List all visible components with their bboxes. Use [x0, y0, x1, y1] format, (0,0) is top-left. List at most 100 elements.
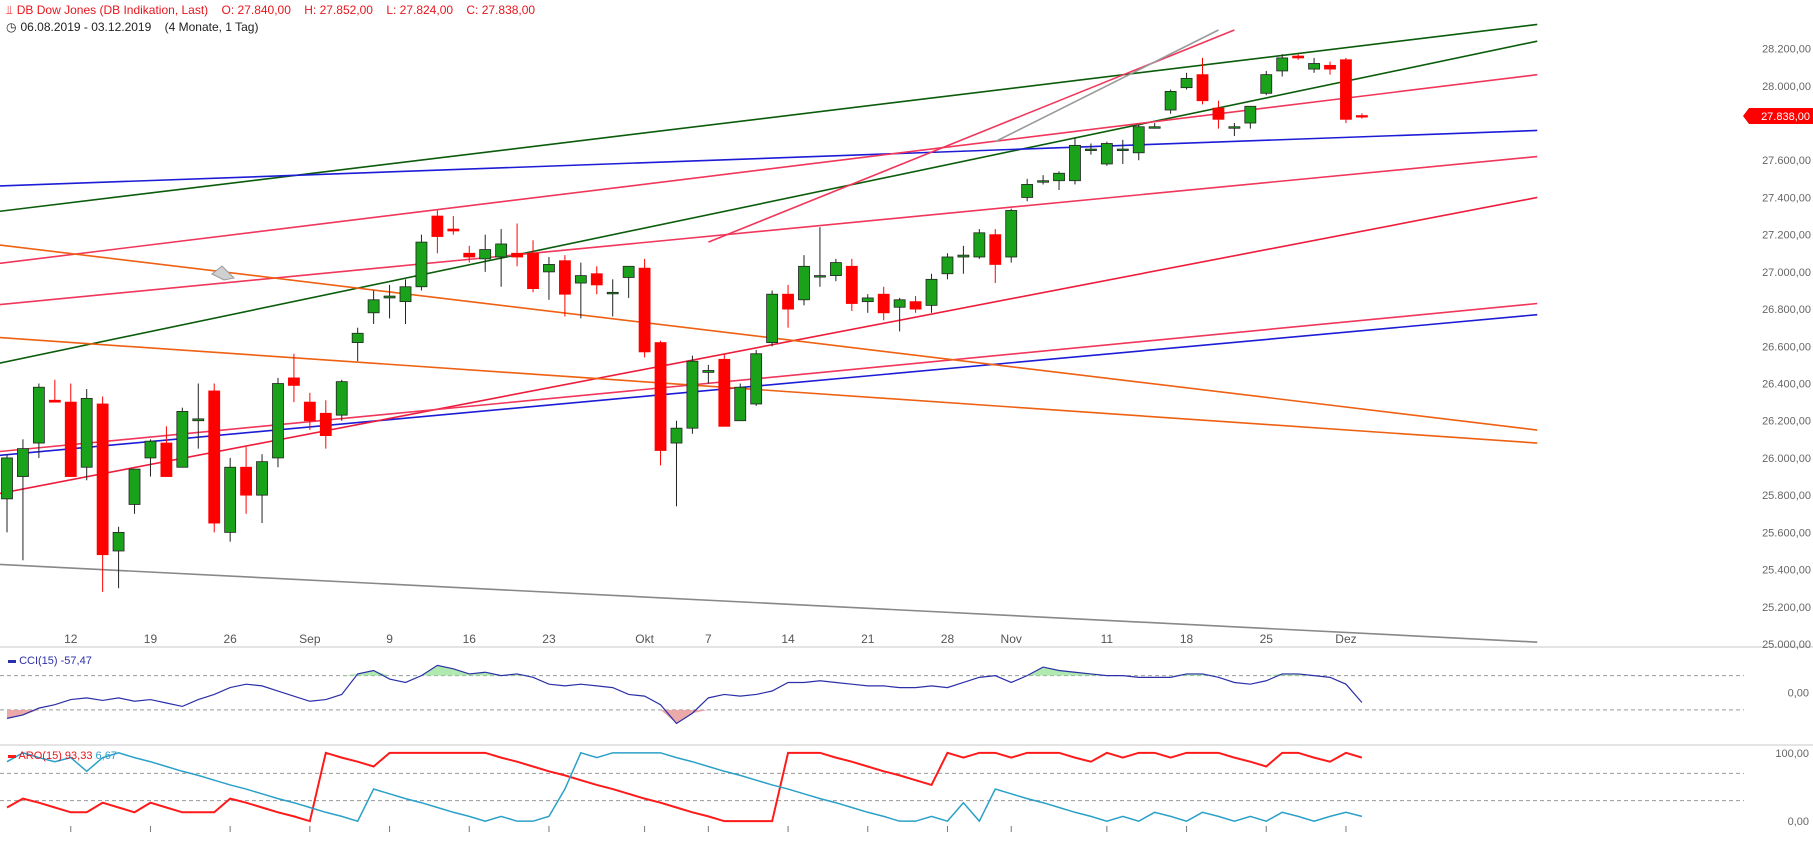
candle-body[interactable] [861, 297, 874, 303]
candle-body[interactable] [1276, 57, 1289, 72]
candle-body[interactable] [1037, 180, 1049, 183]
candle-body[interactable] [256, 461, 268, 496]
aroon-down-line[interactable] [6, 751, 1363, 823]
candle-body[interactable] [511, 252, 523, 258]
candle-body[interactable] [766, 293, 779, 343]
candle-body[interactable] [351, 332, 364, 343]
candle-body[interactable] [463, 252, 476, 258]
candle-body[interactable] [670, 427, 683, 444]
candle-body[interactable] [383, 295, 396, 299]
candle-body[interactable] [606, 291, 619, 295]
aroon-up-line[interactable] [6, 751, 1363, 823]
candle-body[interactable] [941, 256, 954, 275]
candle-body[interactable] [112, 531, 125, 552]
date-range[interactable]: 06.08.2019 - 03.12.2019 [20, 20, 152, 34]
candle-body[interactable] [1069, 144, 1081, 182]
candle-body[interactable] [1324, 64, 1336, 70]
trendline[interactable] [0, 336, 1538, 444]
trendline[interactable] [0, 302, 1538, 453]
candle-body[interactable] [1100, 143, 1113, 165]
candle-body[interactable] [208, 390, 221, 524]
candle-body[interactable] [527, 252, 539, 290]
trendline[interactable] [994, 29, 1219, 143]
candle-body[interactable] [303, 401, 316, 422]
trendline[interactable] [0, 73, 1538, 265]
candle-body[interactable] [447, 228, 460, 232]
candle-body[interactable] [1021, 184, 1034, 198]
candle-body[interactable] [750, 353, 763, 405]
trendline[interactable] [0, 155, 1538, 306]
candle-body[interactable] [829, 262, 842, 276]
candle-body[interactable] [1212, 107, 1225, 120]
candle-body[interactable] [893, 299, 906, 308]
candle-body[interactable] [1356, 115, 1368, 118]
candle-body[interactable] [590, 273, 603, 286]
candle-body[interactable] [80, 397, 93, 468]
candle-body[interactable] [925, 278, 938, 306]
candle-body[interactable] [64, 401, 77, 477]
candle-body[interactable] [144, 440, 157, 459]
candle-body[interactable] [224, 466, 237, 533]
trendline[interactable] [0, 40, 1538, 365]
candle-body[interactable] [543, 264, 555, 273]
candle-body[interactable] [415, 241, 428, 288]
candle-body[interactable] [288, 377, 300, 386]
candle-body[interactable] [1085, 148, 1097, 151]
aroon-legend[interactable]: ARO(15) 93,33 6,67 [8, 750, 117, 762]
candle-body[interactable] [17, 448, 29, 477]
candle-body[interactable] [192, 418, 205, 422]
candle-body[interactable] [1148, 126, 1161, 129]
candle-body[interactable] [399, 286, 412, 303]
candle-body[interactable] [1132, 126, 1145, 154]
candle-body[interactable] [128, 468, 141, 505]
candle-body[interactable] [1340, 59, 1352, 120]
instrument-name[interactable]: DB Dow Jones (DB Indikation, Last) [16, 3, 209, 17]
candle-body[interactable] [622, 265, 635, 278]
candle-body[interactable] [559, 260, 571, 295]
candle-body[interactable] [1292, 55, 1305, 59]
candle-body[interactable] [1180, 77, 1193, 89]
candle-body[interactable] [431, 215, 444, 237]
candle-body[interactable] [335, 381, 348, 416]
trendline[interactable] [0, 129, 1538, 187]
candle-body[interactable] [160, 442, 173, 477]
candle-body[interactable] [782, 293, 794, 310]
trendline[interactable] [0, 563, 1538, 643]
candle-body[interactable] [1244, 105, 1257, 124]
candle-body[interactable] [1053, 172, 1065, 182]
trendline[interactable] [0, 196, 1538, 495]
candle-body[interactable] [1228, 126, 1241, 129]
candle-body[interactable] [32, 386, 45, 444]
candle-body[interactable] [272, 383, 284, 459]
candle-body[interactable] [495, 243, 508, 258]
candle-body[interactable] [686, 360, 699, 429]
candle-body[interactable] [957, 254, 970, 258]
candle-body[interactable] [1260, 74, 1273, 94]
candle-body[interactable] [1005, 210, 1018, 258]
candle-body[interactable] [734, 386, 747, 422]
candle-body[interactable] [654, 342, 667, 451]
trendline[interactable] [0, 313, 1538, 457]
candle-body[interactable] [574, 275, 587, 284]
candle-body[interactable] [845, 265, 858, 304]
candle-body[interactable] [1308, 63, 1320, 70]
candle-body[interactable] [1164, 91, 1177, 111]
candle-body[interactable] [814, 275, 826, 278]
cci-line[interactable] [6, 664, 1363, 725]
candle-body[interactable] [989, 234, 1002, 265]
candle-body[interactable] [973, 232, 986, 258]
candle-body[interactable] [638, 267, 651, 353]
candle-body[interactable] [240, 466, 253, 496]
candle-body[interactable] [1196, 74, 1209, 102]
candle-body[interactable] [319, 412, 332, 437]
candle-body[interactable] [367, 299, 380, 314]
trendline[interactable] [0, 23, 1538, 213]
candle-body[interactable] [877, 293, 890, 314]
candle-body[interactable] [479, 249, 492, 260]
trendline[interactable] [0, 244, 1538, 431]
candle-body[interactable] [909, 301, 922, 310]
cci-legend[interactable]: CCI(15) -57,47 [8, 655, 92, 667]
candle-body[interactable] [798, 265, 810, 301]
candle-body[interactable] [718, 358, 731, 427]
